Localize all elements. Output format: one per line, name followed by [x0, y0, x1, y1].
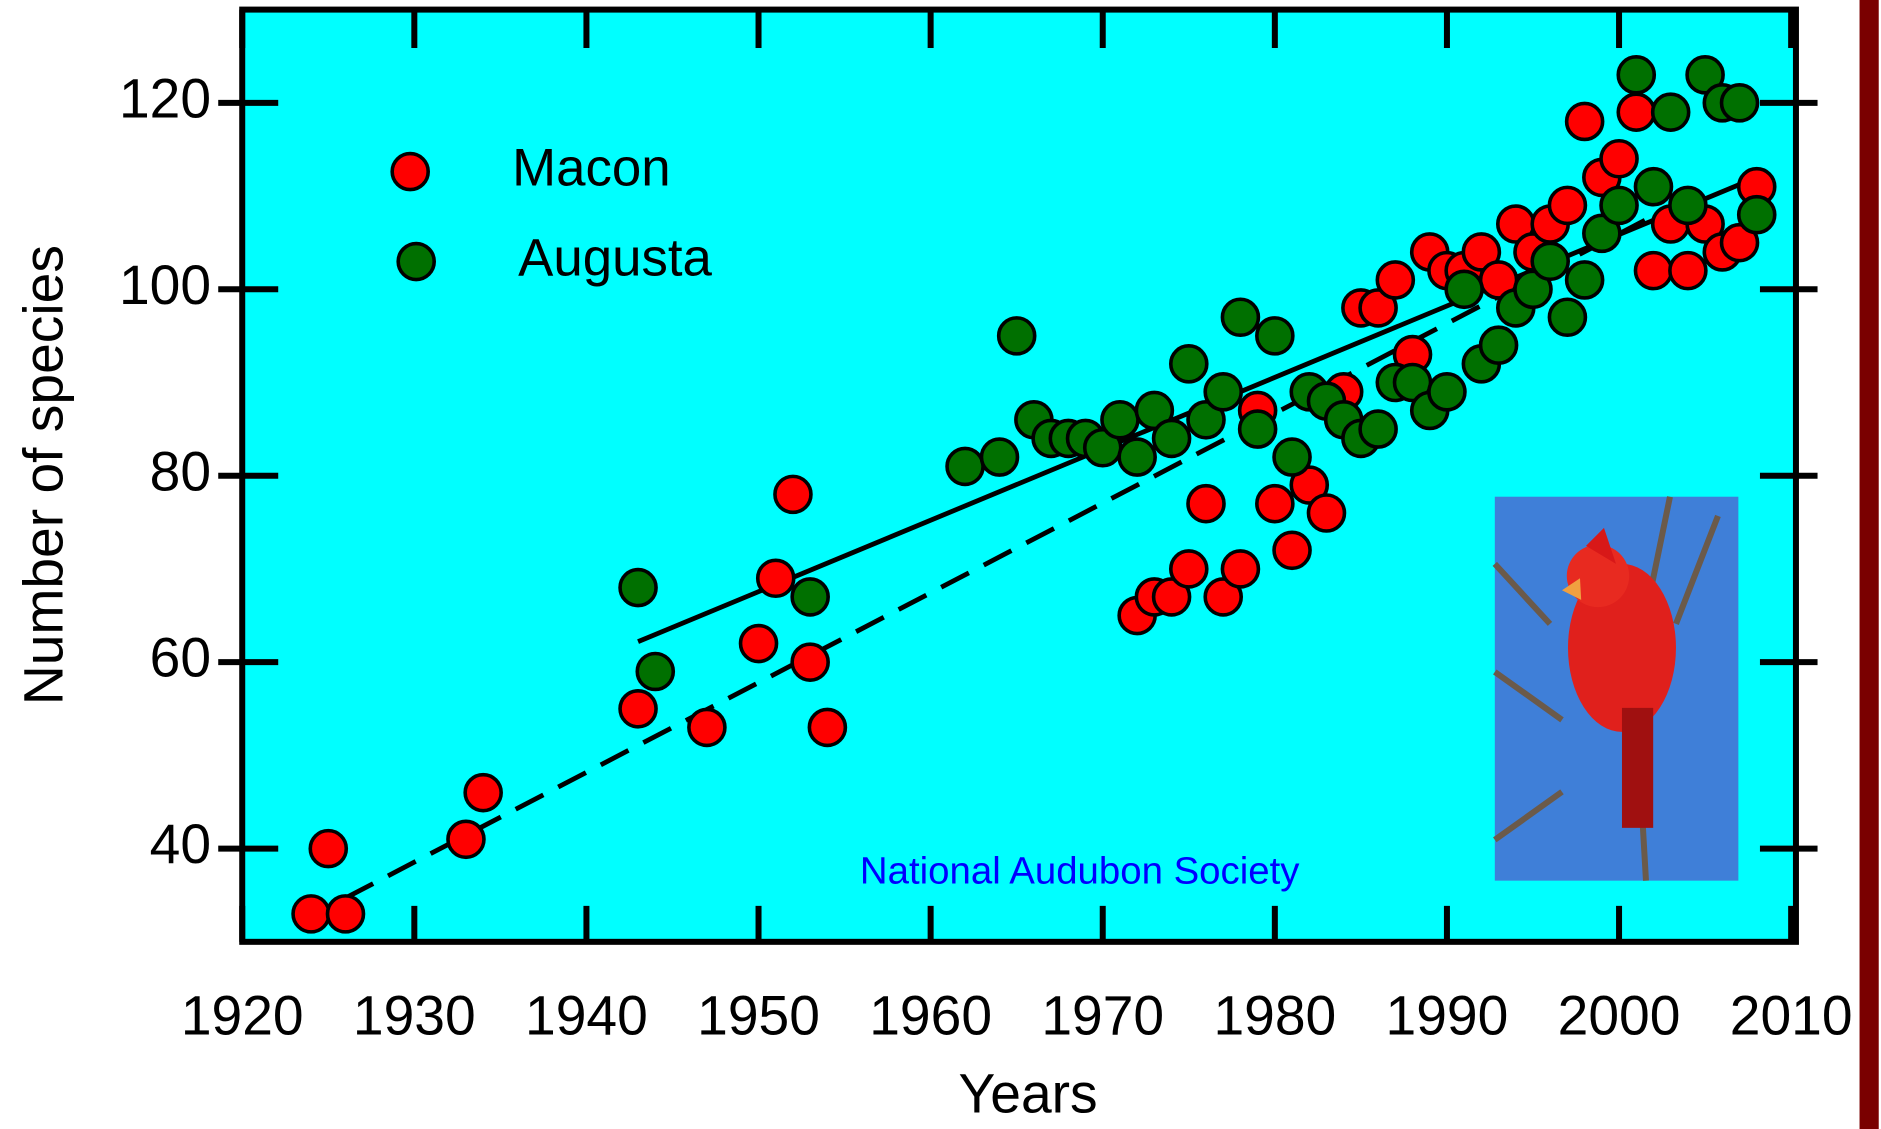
x-tick-label: 1930	[353, 984, 476, 1046]
data-point	[1685, 55, 1725, 95]
legend-label: Augusta	[518, 228, 712, 287]
data-point	[618, 567, 658, 608]
y-tick-label: 120	[119, 67, 211, 129]
data-point	[1444, 269, 1484, 310]
data-point	[291, 894, 331, 934]
data-point	[1186, 399, 1226, 440]
data-point	[755, 558, 796, 599]
x-tick-label: 1960	[869, 984, 992, 1046]
data-point	[979, 437, 1020, 477]
data-point	[1668, 185, 1708, 226]
data-point	[1547, 185, 1588, 226]
data-point	[1151, 577, 1192, 617]
data-point	[1203, 577, 1244, 617]
y-tick-label: 40	[150, 813, 211, 875]
cardinal-photo	[1492, 496, 1739, 881]
legend-label: Macon	[512, 139, 670, 198]
data-point	[1237, 409, 1278, 449]
y-tick-label: 100	[119, 254, 211, 316]
data-point	[1168, 549, 1209, 589]
data-point	[1306, 493, 1347, 533]
y-tick-label: 60	[150, 627, 211, 689]
data-point	[1100, 399, 1140, 440]
data-point	[1633, 166, 1674, 207]
x-tick-label: 1950	[697, 984, 820, 1046]
data-point	[945, 446, 985, 487]
side-bar	[1859, 0, 1879, 1129]
x-tick-label: 1980	[1213, 984, 1336, 1046]
data-point	[1599, 185, 1639, 226]
data-point	[1375, 260, 1416, 300]
data-point	[1719, 222, 1760, 263]
x-axis-label: Years	[959, 1062, 1098, 1124]
data-point	[1513, 269, 1553, 310]
data-point	[1530, 241, 1571, 282]
y-axis-label: Number of species	[12, 245, 74, 705]
data-point	[1358, 288, 1398, 328]
data-point	[1478, 325, 1519, 365]
x-tick-label: 2000	[1558, 984, 1681, 1046]
data-point	[1582, 213, 1622, 254]
data-point	[790, 577, 830, 617]
data-point	[1427, 372, 1467, 412]
data-point	[807, 707, 848, 748]
x-tick-label: 1990	[1386, 984, 1509, 1046]
data-point	[1736, 194, 1777, 235]
annotation: National Audubon Society	[860, 850, 1300, 893]
data-point	[1255, 316, 1295, 356]
x-tick-label: 2010	[1730, 984, 1853, 1046]
legend-marker	[390, 151, 430, 192]
data-point	[1358, 409, 1398, 449]
data-point	[635, 651, 676, 692]
data-point	[618, 688, 658, 729]
data-point	[1547, 297, 1588, 338]
data-point	[463, 772, 503, 813]
data-point	[1186, 483, 1226, 524]
data-point	[1272, 530, 1312, 571]
data-point	[1272, 437, 1312, 477]
data-point	[1616, 55, 1657, 95]
data-point	[773, 474, 813, 515]
data-point	[1564, 101, 1605, 142]
data-point	[996, 316, 1037, 356]
data-point	[308, 828, 349, 869]
y-tick-label: 80	[150, 440, 211, 502]
legend-marker	[396, 241, 436, 282]
data-point	[1151, 418, 1192, 459]
data-point	[1564, 260, 1605, 300]
data-point	[1650, 92, 1691, 132]
data-point	[1220, 549, 1261, 589]
data-point	[1255, 483, 1295, 524]
data-point	[738, 623, 779, 664]
data-point	[325, 894, 366, 934]
data-point	[1599, 138, 1639, 179]
data-point	[790, 642, 830, 682]
data-point	[1289, 465, 1330, 505]
data-point	[1134, 390, 1175, 431]
x-tick-label: 1940	[525, 984, 648, 1046]
data-point	[1719, 83, 1760, 123]
data-point	[1616, 92, 1657, 132]
data-point	[1633, 250, 1674, 291]
x-tick-label: 1920	[181, 984, 304, 1046]
data-point	[1461, 232, 1502, 272]
data-point	[687, 707, 727, 748]
data-point	[1220, 297, 1261, 338]
x-tick-label: 1970	[1041, 984, 1164, 1046]
data-point	[1668, 250, 1708, 291]
data-point	[1117, 437, 1157, 477]
trend-line	[344, 218, 1646, 901]
data-point	[446, 819, 486, 860]
data-point	[1168, 344, 1209, 384]
data-point	[1203, 372, 1244, 412]
